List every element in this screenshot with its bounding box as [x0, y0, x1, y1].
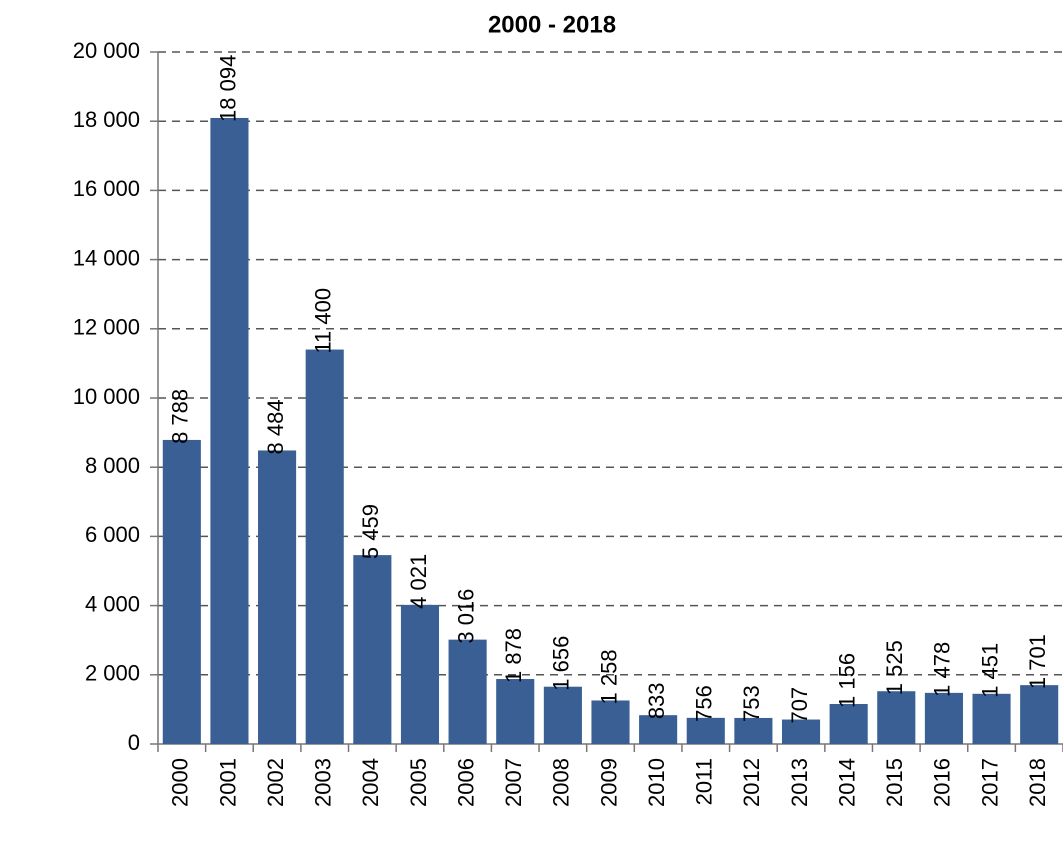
value-label: 1 701	[1025, 634, 1050, 689]
x-tick-label: 2013	[787, 758, 812, 807]
bar	[162, 439, 201, 744]
x-tick-label: 2010	[644, 758, 669, 807]
y-tick-label: 6 000	[85, 522, 140, 547]
bar	[1020, 685, 1059, 744]
x-tick-label: 2018	[1025, 758, 1050, 807]
bar	[781, 719, 821, 744]
y-tick-label: 18 000	[73, 107, 140, 132]
bar	[686, 717, 725, 744]
x-tick-label: 2002	[263, 758, 288, 807]
y-tick-label: 14 000	[73, 245, 140, 270]
bar	[591, 700, 630, 744]
value-label: 18 094	[215, 55, 240, 122]
y-tick-label: 8 000	[85, 453, 140, 478]
bar	[734, 717, 773, 744]
bar	[639, 715, 678, 744]
x-tick-label: 2003	[311, 758, 336, 807]
bar	[829, 704, 868, 744]
bar	[305, 349, 344, 744]
value-label: 833	[644, 682, 669, 719]
bar	[353, 555, 392, 744]
value-label: 1 525	[882, 640, 907, 695]
bar	[258, 450, 297, 744]
x-tick-label: 2011	[692, 758, 717, 805]
value-label: 8 484	[263, 399, 288, 454]
x-tick-label: 2008	[549, 758, 574, 807]
value-label: 1 656	[549, 636, 574, 691]
bar	[543, 686, 582, 744]
x-tick-label: 2009	[596, 758, 621, 807]
value-label: 1 258	[596, 649, 621, 704]
y-tick-label: 4 000	[85, 591, 140, 616]
bar	[496, 679, 535, 744]
y-tick-label: 16 000	[73, 176, 140, 201]
y-tick-label: 20 000	[73, 38, 140, 63]
value-label: 1 156	[834, 653, 859, 708]
x-tick-label: 2001	[215, 758, 240, 807]
value-label: 11 400	[311, 288, 336, 354]
y-tick-label: 0	[128, 730, 140, 755]
value-label: 1 451	[977, 643, 1002, 698]
y-tick-label: 10 000	[73, 384, 140, 409]
value-label: 4 021	[406, 554, 431, 609]
value-label: 707	[787, 687, 812, 724]
value-label: 5 459	[358, 504, 383, 559]
x-tick-label: 2012	[739, 758, 764, 807]
x-tick-label: 2005	[406, 758, 431, 807]
x-tick-label: 2006	[453, 758, 478, 807]
x-tick-label: 2016	[930, 758, 955, 807]
value-label: 753	[739, 685, 764, 722]
bar	[924, 692, 963, 744]
x-tick-label: 2015	[882, 758, 907, 807]
x-tick-label: 2004	[358, 758, 383, 807]
value-label: 8 788	[168, 389, 193, 444]
x-tick-label: 2007	[501, 758, 526, 807]
value-label: 1 878	[501, 628, 526, 683]
value-label: 3 016	[453, 589, 478, 644]
bar	[877, 691, 916, 744]
value-label: 1 478	[930, 642, 955, 697]
bar	[972, 693, 1011, 744]
x-tick-label: 2014	[834, 758, 859, 807]
bar	[210, 117, 249, 744]
x-tick-label: 2000	[168, 758, 193, 807]
bar	[448, 639, 487, 744]
bar	[400, 604, 440, 744]
x-tick-label: 2017	[977, 758, 1002, 807]
y-tick-label: 2 000	[85, 661, 140, 686]
value-label: 756	[692, 685, 717, 722]
y-tick-label: 12 000	[73, 315, 140, 340]
chart-title: 2000 - 2018	[488, 11, 616, 38]
